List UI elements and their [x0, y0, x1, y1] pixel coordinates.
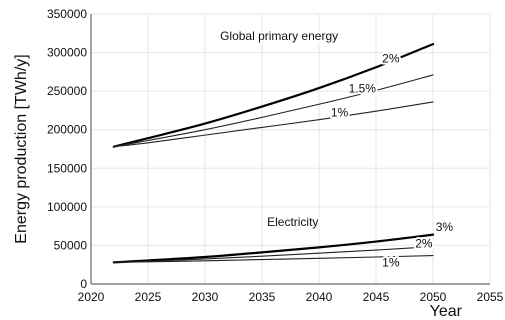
y-tick-label: 100000 — [47, 200, 87, 214]
annotation-label: 1.5% — [349, 82, 377, 96]
y-tick-label: 250000 — [47, 84, 87, 98]
y-tick-label: 200000 — [47, 123, 87, 137]
y-tick-label: 350000 — [47, 7, 87, 21]
series-line-electricity-3- — [112, 233, 435, 264]
x-tick-label: 2035 — [249, 290, 276, 304]
series-group — [112, 42, 435, 264]
annotations: Global primary energy2%1.5%1%Electricity… — [218, 27, 455, 271]
y-tick-label: 150000 — [47, 161, 87, 175]
x-tick-label: 2020 — [78, 290, 105, 304]
axes — [90, 14, 490, 285]
series-line-primary-2- — [112, 42, 435, 148]
annotation-label: 2% — [415, 237, 433, 251]
x-tick-label: 2050 — [420, 290, 447, 304]
grid — [90, 13, 491, 285]
x-axis-title: Year — [430, 303, 463, 320]
x-tick-label: 2025 — [135, 290, 162, 304]
x-tick-label: 2045 — [363, 290, 390, 304]
annotation-label: Global primary energy — [220, 29, 338, 43]
y-tick-label: 300000 — [47, 46, 87, 60]
series-line-electricity-1- — [113, 255, 434, 263]
y-axis-title: Energy production [TWh/y] — [13, 54, 30, 243]
series-line-primary-1- — [113, 101, 434, 148]
annotation-label: 2% — [382, 52, 400, 66]
annotation-label: 3% — [436, 220, 454, 234]
annotation-label: 1% — [382, 255, 400, 269]
annotation-label: Electricity — [267, 215, 318, 229]
x-tick-label: 2030 — [192, 290, 219, 304]
y-tick-label: 50000 — [54, 238, 88, 252]
annotation-label: 1% — [331, 106, 349, 120]
series-line-primary-1-5- — [113, 74, 434, 148]
y-tick-label: 0 — [80, 277, 87, 291]
tick-labels: 2020 2025 2030 2035 2040 2045 2050 2055 0 50000 10… — [47, 7, 504, 304]
x-tick-label: 2040 — [306, 290, 333, 304]
x-tick-label: 2055 — [477, 290, 504, 304]
